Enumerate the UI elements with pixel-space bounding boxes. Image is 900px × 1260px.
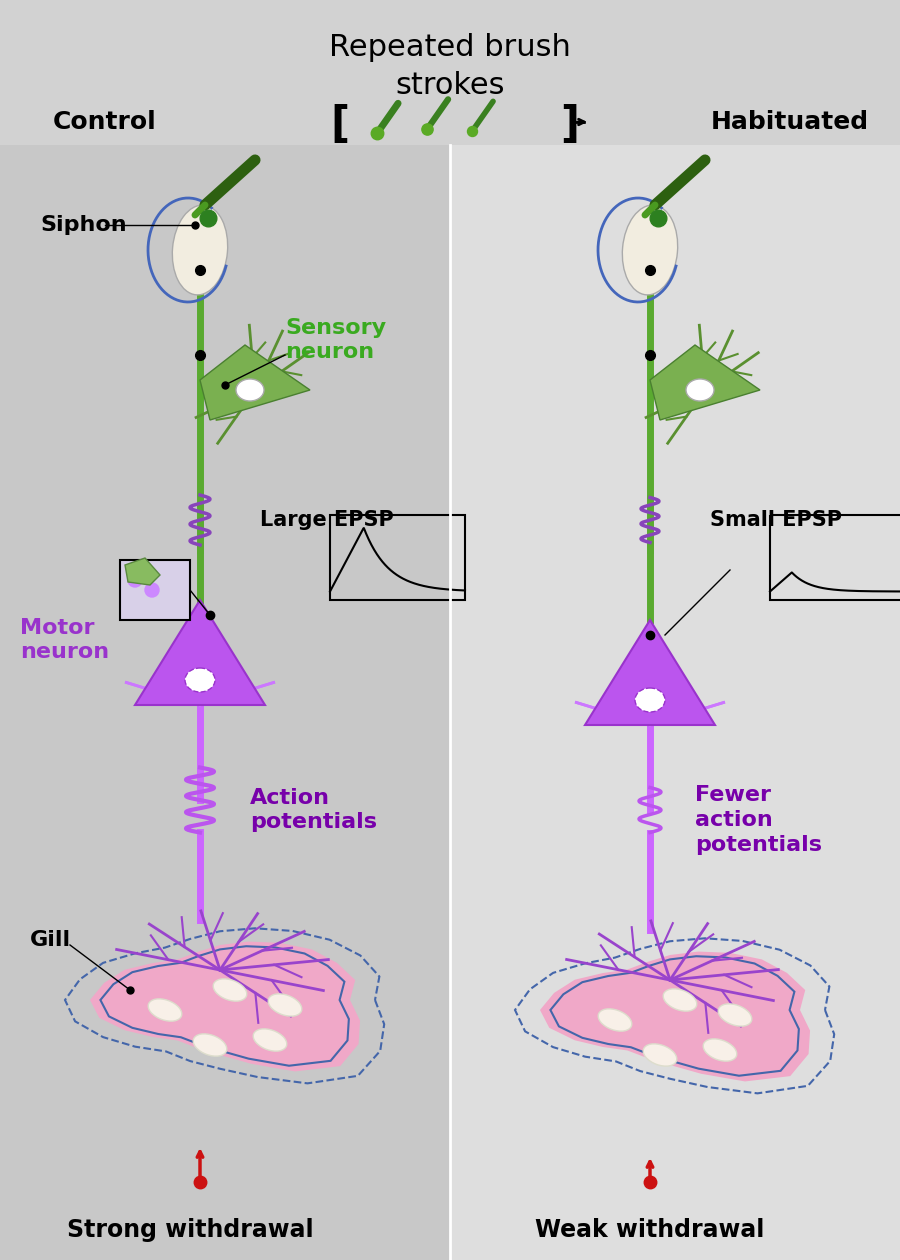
Ellipse shape	[635, 688, 665, 712]
Text: Weak withdrawal: Weak withdrawal	[536, 1218, 765, 1242]
Bar	[330, 515, 465, 600]
Ellipse shape	[236, 379, 264, 401]
Text: Large EPSP: Large EPSP	[260, 510, 394, 530]
Polygon shape	[125, 558, 160, 585]
Ellipse shape	[644, 1043, 677, 1066]
Polygon shape	[585, 620, 715, 724]
Ellipse shape	[598, 1009, 632, 1031]
Text: Sensory
neuron: Sensory neuron	[285, 318, 386, 363]
Polygon shape	[650, 345, 760, 420]
Ellipse shape	[703, 1038, 737, 1061]
Polygon shape	[90, 941, 360, 1071]
Ellipse shape	[686, 379, 714, 401]
Polygon shape	[0, 145, 450, 1260]
Text: Motor
neuron: Motor neuron	[20, 617, 109, 663]
Bar	[120, 559, 190, 620]
Text: Repeated brush: Repeated brush	[329, 34, 571, 63]
Polygon shape	[450, 145, 900, 1260]
Ellipse shape	[148, 999, 182, 1021]
Polygon shape	[135, 600, 265, 706]
Circle shape	[138, 563, 152, 577]
Polygon shape	[200, 345, 310, 420]
Polygon shape	[0, 0, 900, 145]
Text: Gill: Gill	[30, 930, 71, 950]
Circle shape	[145, 583, 159, 597]
Text: Fewer
action
potentials: Fewer action potentials	[695, 785, 822, 854]
Text: Strong withdrawal: Strong withdrawal	[67, 1218, 313, 1242]
Text: ]: ]	[561, 105, 580, 146]
Text: Control: Control	[53, 110, 157, 134]
Ellipse shape	[268, 994, 302, 1016]
Ellipse shape	[194, 1034, 227, 1056]
Ellipse shape	[253, 1029, 287, 1051]
Ellipse shape	[622, 205, 678, 295]
Ellipse shape	[172, 205, 228, 295]
Text: Small EPSP: Small EPSP	[710, 510, 842, 530]
Ellipse shape	[718, 1004, 752, 1026]
Ellipse shape	[663, 989, 697, 1011]
Bar	[770, 515, 900, 600]
Circle shape	[128, 573, 142, 587]
Text: [: [	[330, 105, 349, 146]
Polygon shape	[540, 951, 810, 1081]
Ellipse shape	[213, 979, 247, 1002]
Text: Action
potentials: Action potentials	[250, 788, 377, 833]
Text: strokes: strokes	[395, 71, 505, 100]
Ellipse shape	[185, 668, 215, 692]
Text: Siphon: Siphon	[40, 215, 127, 236]
Text: Habituated: Habituated	[711, 110, 869, 134]
